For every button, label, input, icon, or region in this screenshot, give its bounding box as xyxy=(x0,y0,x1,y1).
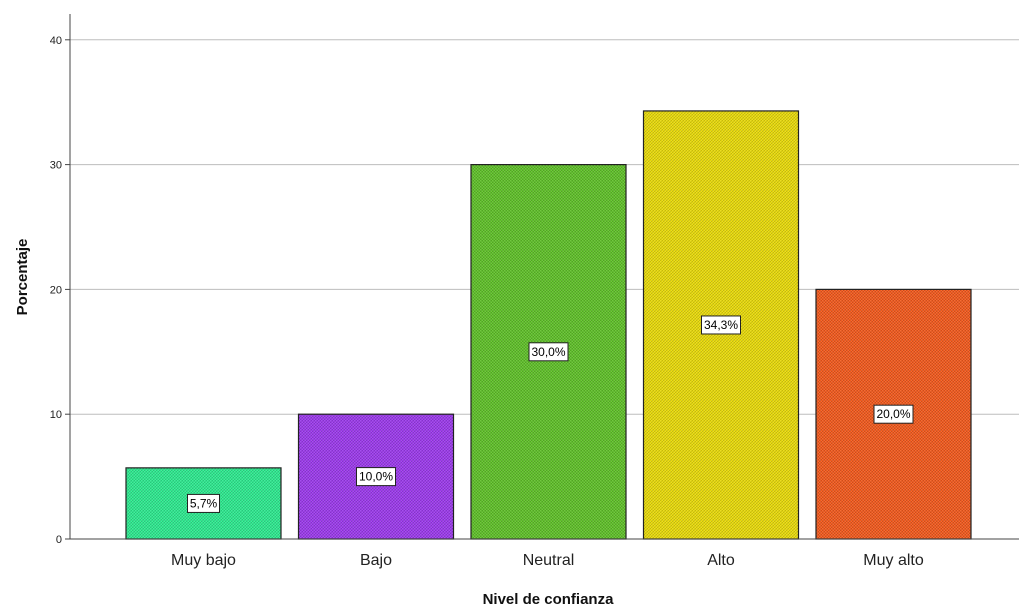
data-label: 10,0% xyxy=(356,467,396,487)
y-tick-label: 30 xyxy=(50,160,62,172)
x-category-labels: Muy bajo Bajo Neutral Alto Muy alto xyxy=(171,552,924,569)
data-label-text: 10,0% xyxy=(359,470,393,484)
x-category-label: Alto xyxy=(707,552,735,569)
data-label-text: 30,0% xyxy=(531,345,565,359)
x-axis-title: Nivel de confianza xyxy=(483,591,615,608)
data-label-box xyxy=(873,404,914,424)
y-tick-label: 40 xyxy=(50,35,62,47)
data-label-text: 20,0% xyxy=(876,407,910,421)
data-label: 5,7% xyxy=(187,493,220,513)
axes xyxy=(69,14,1019,540)
data-label-box xyxy=(356,467,396,487)
data-label: 20,0% xyxy=(873,404,914,424)
data-label: 34,3% xyxy=(701,315,741,335)
data-label-box xyxy=(528,342,569,362)
data-labels: 5,7% 10,0% 30,0% 34,3% 20,0% xyxy=(187,315,914,513)
x-category-label: Muy alto xyxy=(863,552,924,569)
x-category-label: Neutral xyxy=(523,552,575,569)
data-label-box xyxy=(701,315,741,335)
y-axis-title: Porcentaje xyxy=(14,239,31,316)
y-ticks: 0 10 20 30 40 xyxy=(50,35,70,546)
y-tick-label: 20 xyxy=(50,284,62,296)
y-tick-label: 10 xyxy=(50,409,62,421)
x-category-label: Muy bajo xyxy=(171,552,236,569)
data-label: 30,0% xyxy=(528,342,569,362)
bars xyxy=(125,110,972,540)
data-label-box xyxy=(187,493,220,513)
y-tick-label: 0 xyxy=(56,534,62,546)
data-label-text: 34,3% xyxy=(704,318,738,332)
data-label-text: 5,7% xyxy=(190,496,218,510)
x-category-label: Bajo xyxy=(360,552,392,569)
